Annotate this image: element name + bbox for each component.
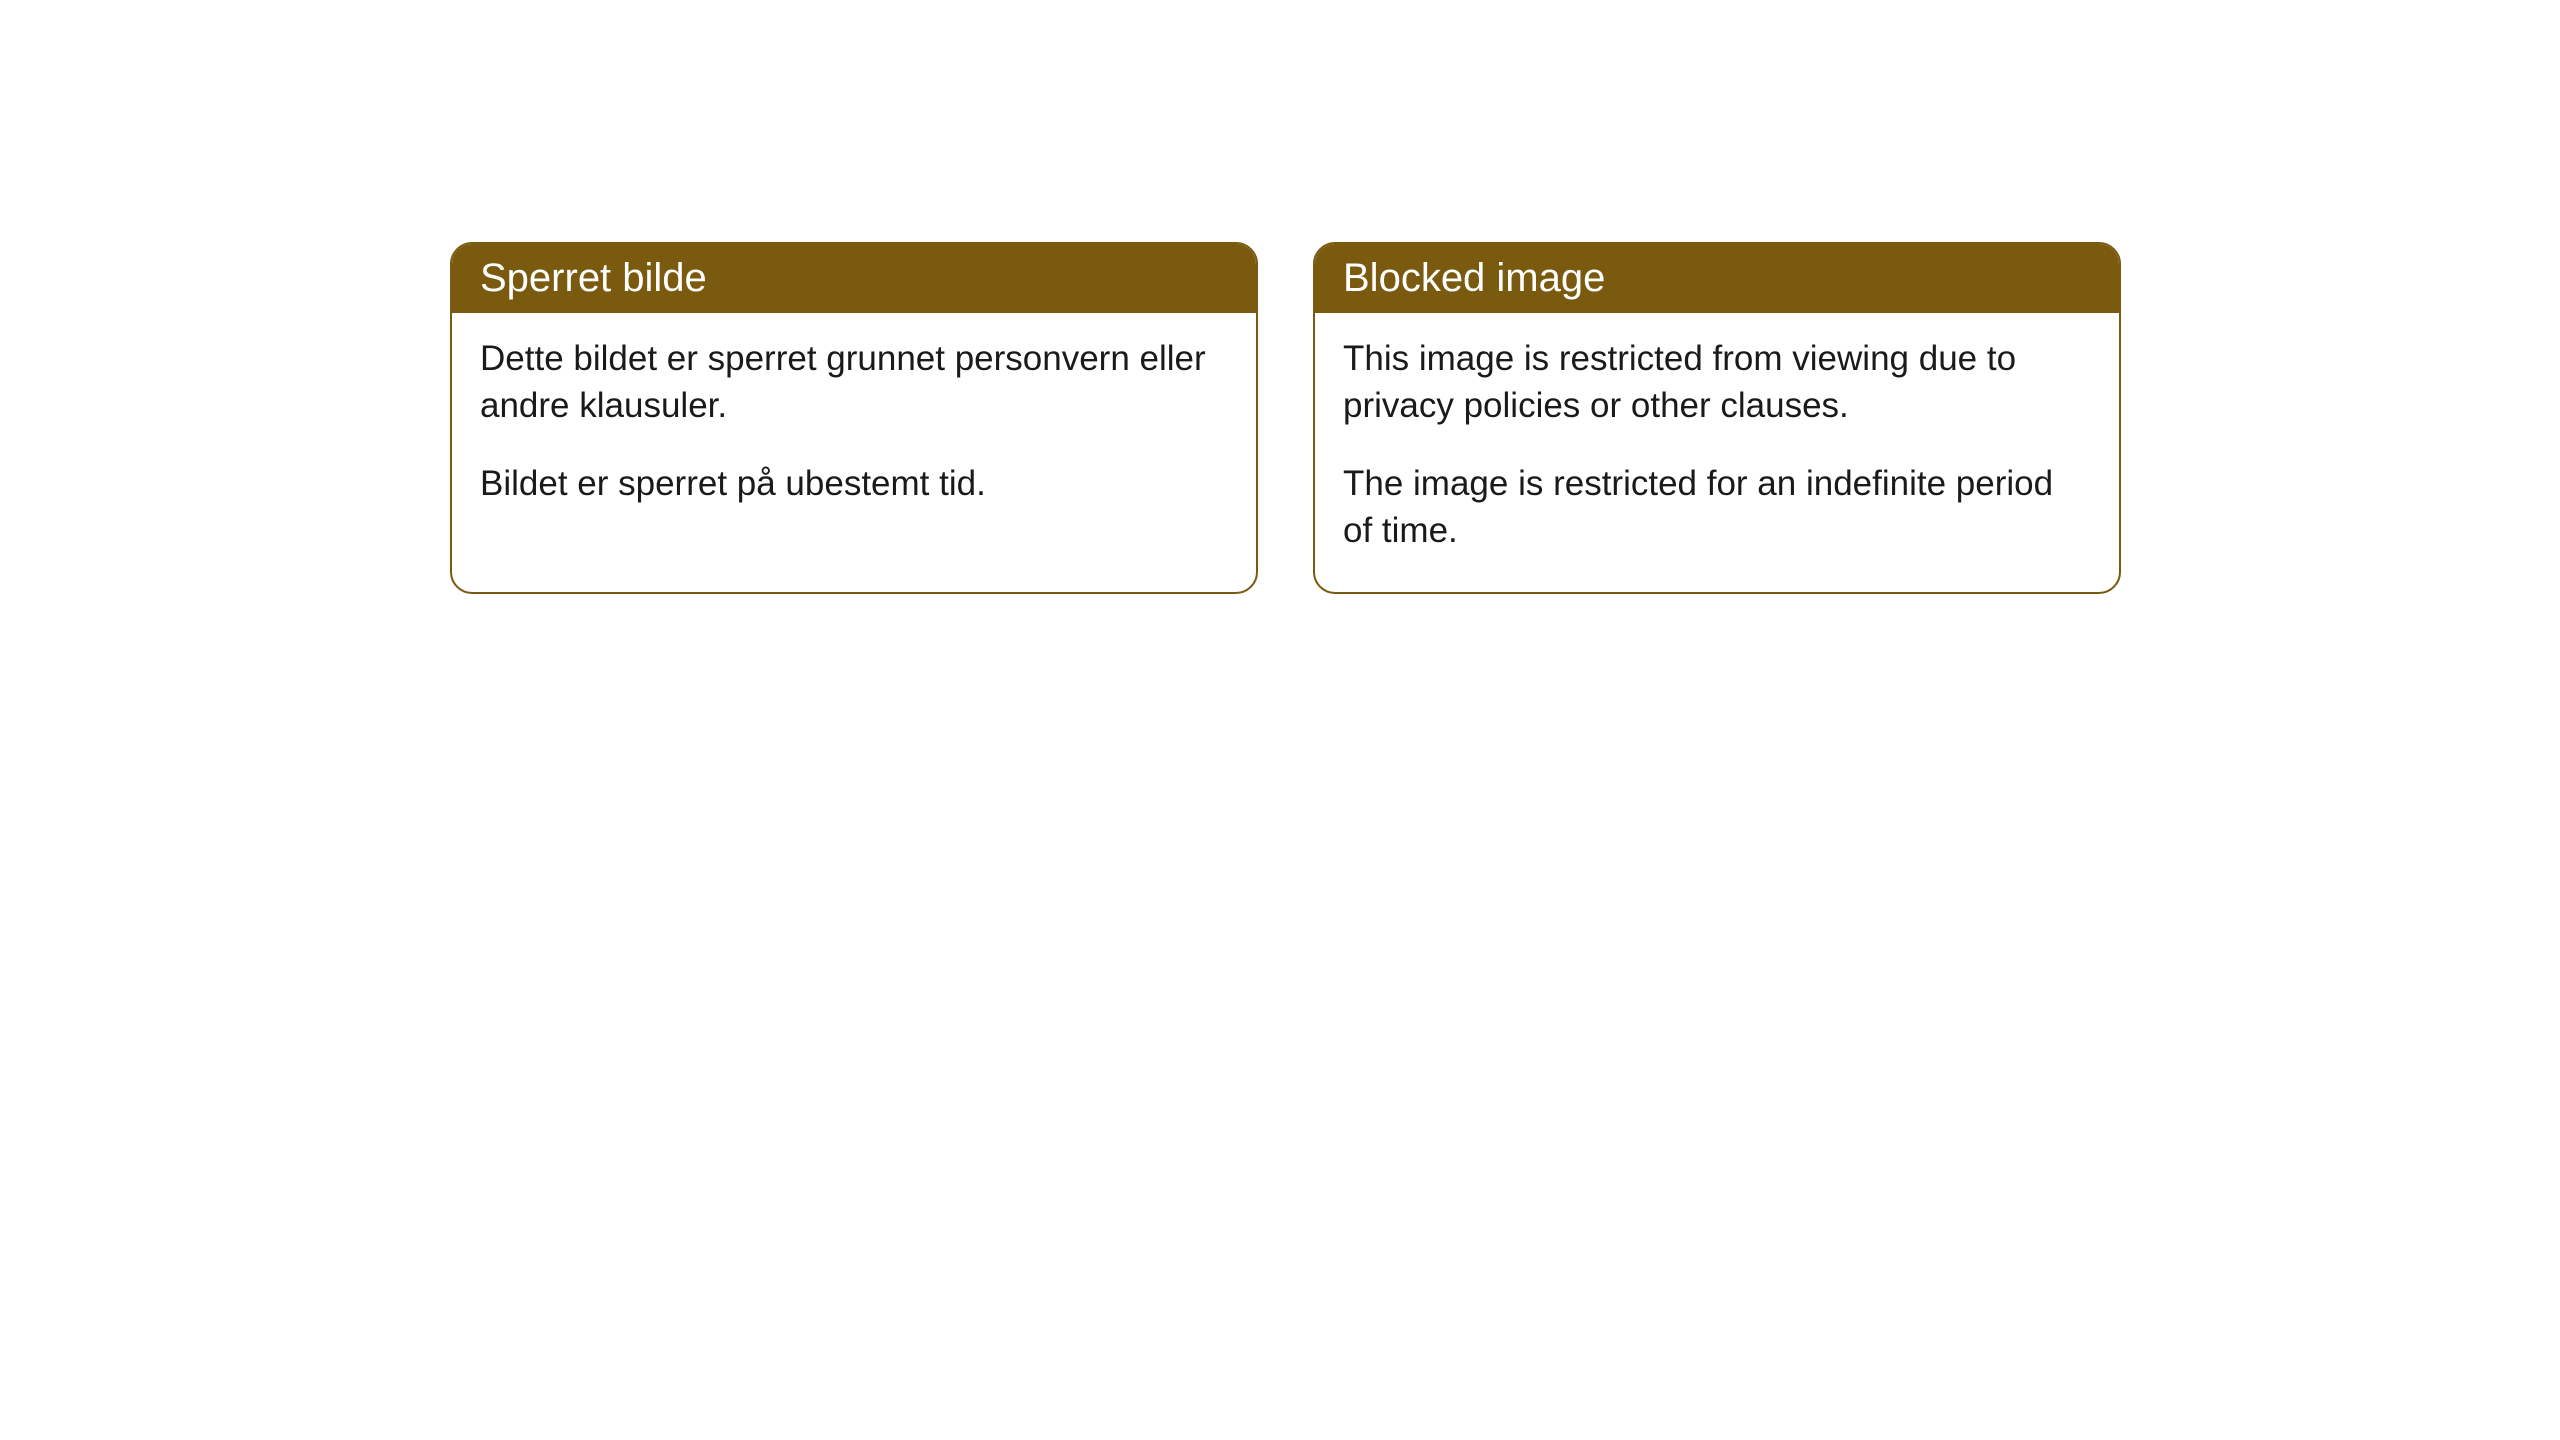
card-title: Sperret bilde — [480, 256, 707, 300]
card-paragraph: The image is restricted for an indefinit… — [1343, 460, 2091, 555]
card-body: This image is restricted from viewing du… — [1315, 313, 2119, 592]
card-body: Dette bildet er sperret grunnet personve… — [452, 313, 1256, 545]
card-header: Blocked image — [1315, 244, 2119, 313]
card-header: Sperret bilde — [452, 244, 1256, 313]
notice-cards-container: Sperret bilde Dette bildet er sperret gr… — [0, 0, 2560, 594]
card-paragraph: Dette bildet er sperret grunnet personve… — [480, 335, 1228, 430]
card-title: Blocked image — [1343, 256, 1605, 300]
blocked-image-card-english: Blocked image This image is restricted f… — [1313, 242, 2121, 594]
card-paragraph: This image is restricted from viewing du… — [1343, 335, 2091, 430]
card-paragraph: Bildet er sperret på ubestemt tid. — [480, 460, 1228, 507]
blocked-image-card-norwegian: Sperret bilde Dette bildet er sperret gr… — [450, 242, 1258, 594]
